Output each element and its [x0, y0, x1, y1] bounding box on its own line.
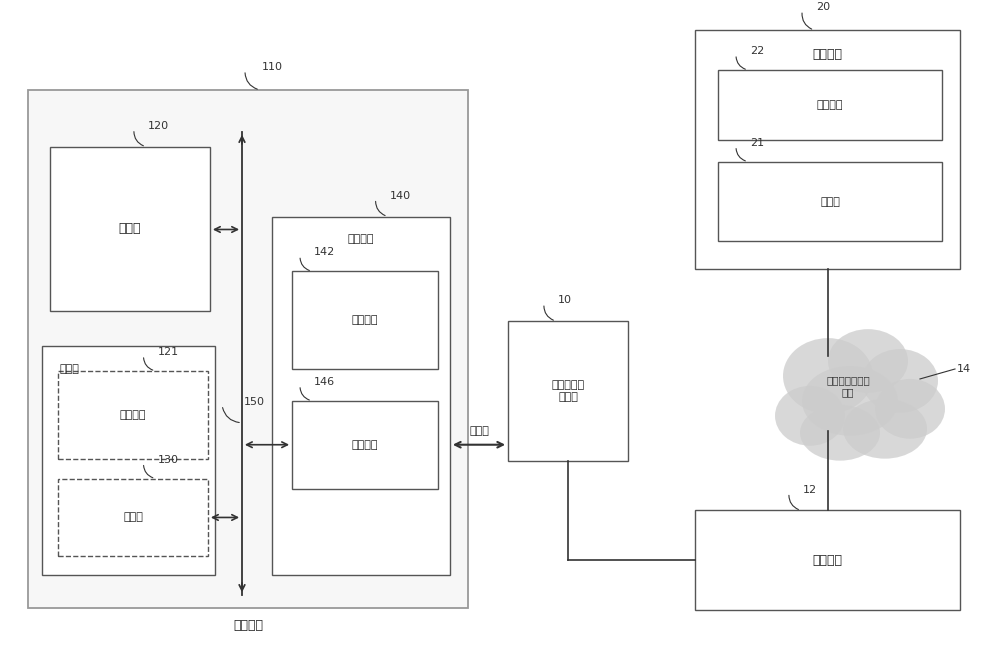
Bar — [42, 346, 215, 575]
Text: 150: 150 — [244, 397, 265, 407]
Text: 应用程序: 应用程序 — [817, 100, 843, 110]
Ellipse shape — [862, 349, 938, 413]
Text: 接收节点: 接收节点 — [812, 48, 842, 61]
Bar — [50, 147, 210, 311]
Bar — [718, 162, 942, 242]
Text: 数据包: 数据包 — [469, 426, 489, 436]
Text: 121: 121 — [158, 347, 179, 357]
Bar — [292, 401, 438, 488]
Ellipse shape — [775, 386, 845, 446]
Text: 接入点（如
基站）: 接入点（如 基站） — [551, 380, 585, 402]
Text: 14: 14 — [957, 364, 971, 374]
Ellipse shape — [875, 379, 945, 439]
Bar — [28, 90, 468, 608]
Bar — [58, 479, 208, 556]
Ellipse shape — [828, 329, 908, 393]
Bar — [695, 30, 960, 269]
Bar — [58, 371, 208, 459]
Bar — [508, 321, 628, 461]
Bar — [292, 271, 438, 369]
Bar — [695, 510, 960, 610]
Text: 无线网关: 无线网关 — [812, 554, 842, 567]
Text: 110: 110 — [262, 62, 283, 72]
Ellipse shape — [800, 405, 880, 461]
Text: 130: 130 — [158, 455, 178, 464]
Ellipse shape — [843, 399, 927, 459]
Text: 140: 140 — [390, 191, 411, 201]
Text: 10: 10 — [558, 295, 572, 305]
Ellipse shape — [783, 338, 873, 414]
Text: 协议栈: 协议栈 — [123, 512, 143, 523]
Bar — [272, 216, 450, 575]
Text: 广域网（如因特
网）: 广域网（如因特 网） — [826, 375, 870, 397]
Text: 22: 22 — [750, 46, 764, 56]
Text: 21: 21 — [750, 138, 764, 148]
Text: 142: 142 — [314, 247, 335, 257]
Ellipse shape — [802, 366, 898, 436]
Text: 通信接口: 通信接口 — [348, 234, 374, 244]
Text: 12: 12 — [803, 484, 817, 495]
Text: 协议栈: 协议栈 — [820, 196, 840, 207]
Text: 146: 146 — [314, 377, 335, 387]
Text: 接收电路: 接收电路 — [352, 440, 378, 450]
Text: 存储器: 存储器 — [60, 364, 80, 374]
Text: 20: 20 — [816, 3, 830, 12]
Bar — [718, 70, 942, 140]
Text: 应用程序: 应用程序 — [120, 410, 146, 420]
Text: 处理器: 处理器 — [119, 222, 141, 236]
Text: 发射电路: 发射电路 — [352, 315, 378, 325]
Text: 120: 120 — [148, 121, 169, 131]
Text: 发送节点: 发送节点 — [233, 619, 263, 632]
